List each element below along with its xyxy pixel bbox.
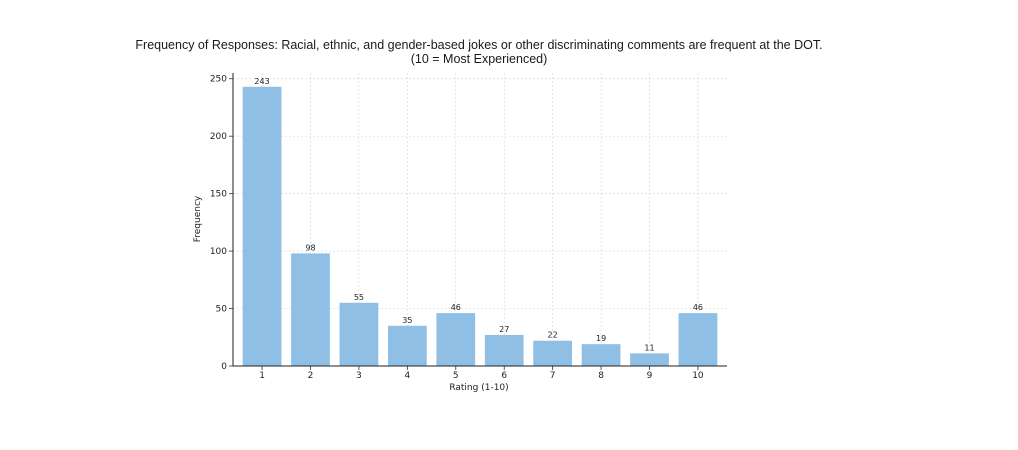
bar-value-label: 243 <box>254 77 269 86</box>
x-tick-label: 4 <box>404 371 410 381</box>
bar-9 <box>630 353 669 366</box>
y-tick-label: 200 <box>210 132 227 142</box>
y-tick-label: 50 <box>216 305 228 315</box>
x-tick-label: 2 <box>308 371 314 381</box>
bar-6 <box>484 334 524 366</box>
bar-value-label: 46 <box>693 303 703 312</box>
bar-value-label: 22 <box>548 331 558 340</box>
chart-title: Frequency of Responses: Racial, ethnic, … <box>135 38 822 52</box>
bar-1 <box>242 86 282 366</box>
bar-value-label: 19 <box>596 334 606 343</box>
x-tick-label: 1 <box>259 371 265 381</box>
x-tick-label: 8 <box>598 371 604 381</box>
bar-value-label: 11 <box>644 343 654 352</box>
x-tick-label: 5 <box>453 371 459 381</box>
bar-10 <box>678 313 718 366</box>
chart-subtitle: (10 = Most Experienced) <box>411 52 548 66</box>
x-tick-label: 3 <box>356 371 362 381</box>
y-axis-title: Frequency <box>193 195 203 242</box>
bar-value-label: 35 <box>402 316 412 325</box>
y-tick-label: 150 <box>210 190 227 200</box>
y-tick-label: 0 <box>221 362 227 372</box>
bar-8 <box>581 344 621 366</box>
y-tick-label: 250 <box>210 75 227 85</box>
axes: 0 50 100 150 200 250 1 2 3 4 5 6 7 8 9 10 <box>210 73 727 381</box>
bar-value-label: 55 <box>354 293 364 302</box>
x-tick-label: 6 <box>501 371 507 381</box>
bar-7 <box>533 340 573 366</box>
bars: 243 98 55 35 46 27 22 19 11 46 <box>242 77 718 366</box>
bar-4 <box>387 325 427 366</box>
x-tick-label: 9 <box>647 371 653 381</box>
x-tick-label: 10 <box>692 371 704 381</box>
x-tick-label: 7 <box>550 371 556 381</box>
bar-value-label: 46 <box>451 303 461 312</box>
bar-value-label: 27 <box>499 325 509 334</box>
bar-2 <box>291 253 330 366</box>
x-axis-title: Rating (1-10) <box>449 383 508 393</box>
bar-value-label: 98 <box>305 243 315 252</box>
y-tick-label: 100 <box>210 247 227 257</box>
bar-3 <box>339 302 379 366</box>
bar-5 <box>436 313 476 366</box>
